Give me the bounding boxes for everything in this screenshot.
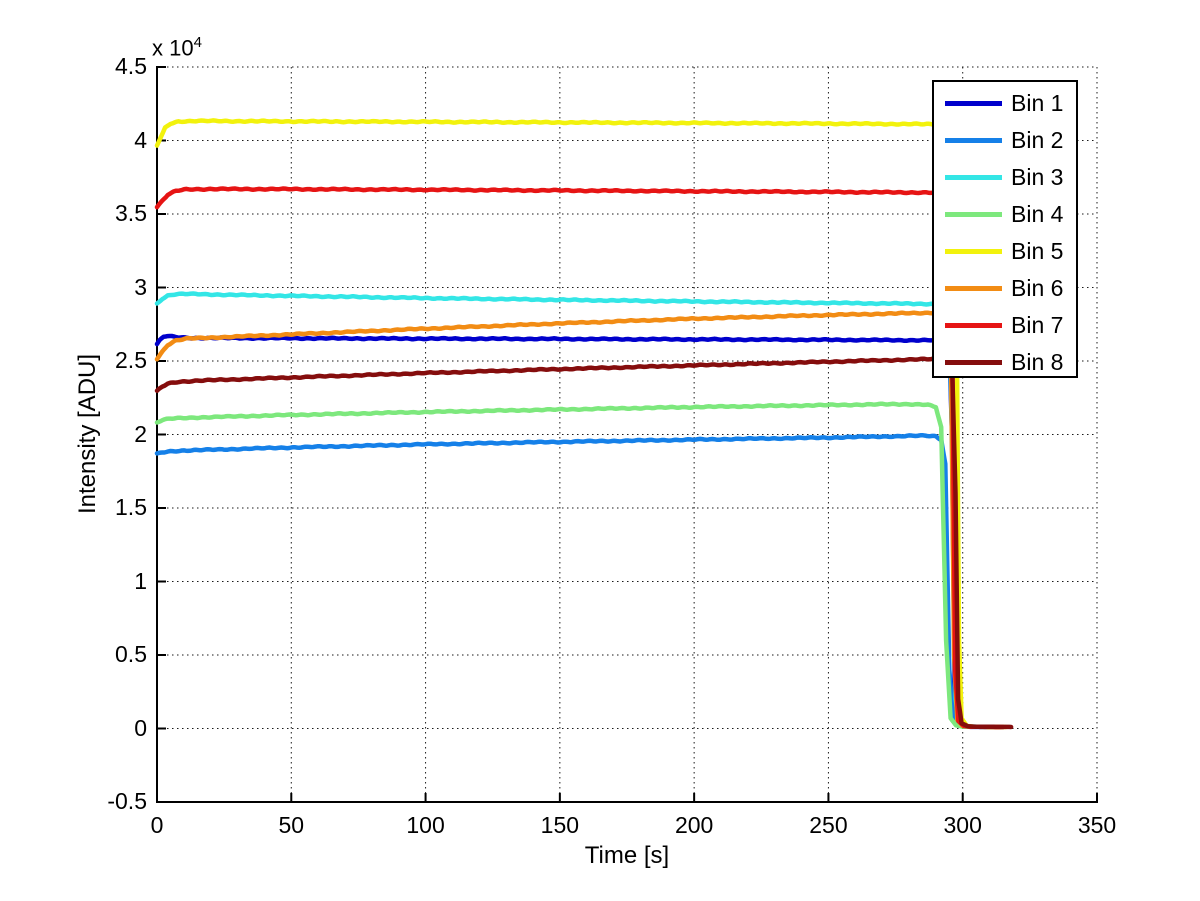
legend-swatch-bin-3 (945, 175, 1002, 180)
y-tick-label: 1.5 (115, 494, 147, 520)
series-line-bin-5 (154, 118, 1008, 730)
series-line-bin-6 (154, 310, 1003, 730)
legend-item: Bin 5 (934, 233, 1076, 270)
x-tick-label: 200 (674, 812, 714, 838)
x-tick-label: 250 (809, 812, 848, 838)
y-tick-label: 0.5 (115, 641, 147, 667)
legend-label: Bin 7 (1011, 312, 1064, 338)
legend-item: Bin 1 (934, 85, 1076, 122)
legend-label: Bin 2 (1011, 127, 1064, 153)
y-scale-exponent: 4 (193, 34, 202, 51)
y-scale-label: x 104 (152, 34, 202, 61)
y-tick-label: 1 (134, 567, 147, 594)
x-tick-label: 150 (540, 812, 580, 838)
legend-item: Bin 2 (934, 122, 1076, 159)
y-scale-base: x 10 (152, 35, 194, 61)
x-tick-label: 350 (1077, 812, 1117, 838)
x-tick-label: 100 (406, 812, 445, 838)
x-tick-label: 50 (278, 812, 305, 838)
y-tick-label: 4.5 (115, 53, 147, 79)
legend-swatch-bin-7 (945, 323, 1002, 328)
legend-label: Bin 6 (1011, 275, 1064, 301)
x-tick-label: 300 (943, 812, 982, 838)
legend-item: Bin 6 (934, 270, 1076, 307)
legend-swatch-bin-4 (945, 212, 1002, 217)
x-tick-label: 0 (150, 812, 164, 838)
y-tick-label: 3.5 (115, 200, 147, 226)
series-line-bin-8 (154, 356, 1014, 730)
legend-label: Bin 4 (1011, 201, 1064, 227)
legend-label: Bin 8 (1011, 349, 1064, 375)
legend-swatch-bin-2 (945, 138, 1002, 143)
legend-label: Bin 5 (1011, 238, 1064, 264)
x-axis-label: Time [s] (584, 842, 670, 869)
legend-swatch-bin-5 (945, 249, 1002, 254)
y-tick-label: 3 (134, 273, 147, 300)
legend-swatch-bin-1 (945, 101, 1002, 106)
series-line-bin-4 (154, 401, 1000, 730)
y-tick-label: 2 (134, 420, 147, 447)
y-tick-label: 2.5 (115, 347, 147, 373)
series-line-bin-2 (154, 432, 1003, 730)
legend-item: Bin 3 (934, 159, 1076, 196)
legend-item: Bin 8 (934, 344, 1076, 381)
series-line-bin-3 (154, 291, 1006, 730)
legend-item: Bin 7 (934, 307, 1076, 344)
legend-swatch-bin-8 (945, 360, 1002, 365)
series-line-bin-7 (154, 186, 1006, 730)
legend: Bin 1 Bin 2 Bin 3 Bin 4 Bin 5 Bin 6 Bin 7 Bin 8 (932, 80, 1078, 378)
legend-item: Bin 4 (934, 196, 1076, 233)
legend-label: Bin 1 (1011, 90, 1064, 116)
y-tick-label: 4 (134, 126, 147, 153)
legend-swatch-bin-6 (945, 286, 1002, 291)
series-line-bin-1 (154, 333, 1000, 730)
y-tick-label: 0 (134, 714, 147, 741)
y-tick-label: -0.5 (107, 788, 147, 814)
legend-label: Bin 3 (1011, 164, 1064, 190)
